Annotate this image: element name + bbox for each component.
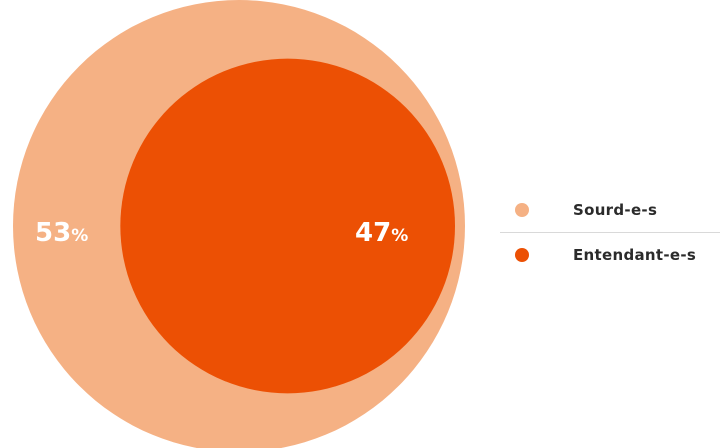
legend-item-sourd-e-s[interactable]: Sourd-e-s [500, 196, 720, 224]
legend-swatch-sourd-e-s [515, 203, 529, 217]
data-label-entendant-e-s-unit: % [391, 226, 408, 246]
data-label-entendant-e-s-value: 47 [355, 218, 391, 248]
legend-label-entendant-e-s: Entendant-e-s [573, 246, 697, 264]
legend: Sourd-e-s Entendant-e-s [500, 196, 720, 269]
legend-label-sourd-e-s: Sourd-e-s [573, 201, 658, 219]
legend-swatch-entendant-e-s [515, 248, 529, 262]
chart-mark-entendant-e-s [120, 58, 455, 394]
data-label-sourd-e-s: 53% [35, 218, 88, 248]
data-label-sourd-e-s-unit: % [71, 226, 88, 246]
data-label-entendant-e-s: 47% [355, 218, 408, 248]
data-label-sourd-e-s-value: 53 [35, 218, 71, 248]
legend-item-entendant-e-s[interactable]: Entendant-e-s [500, 232, 720, 269]
